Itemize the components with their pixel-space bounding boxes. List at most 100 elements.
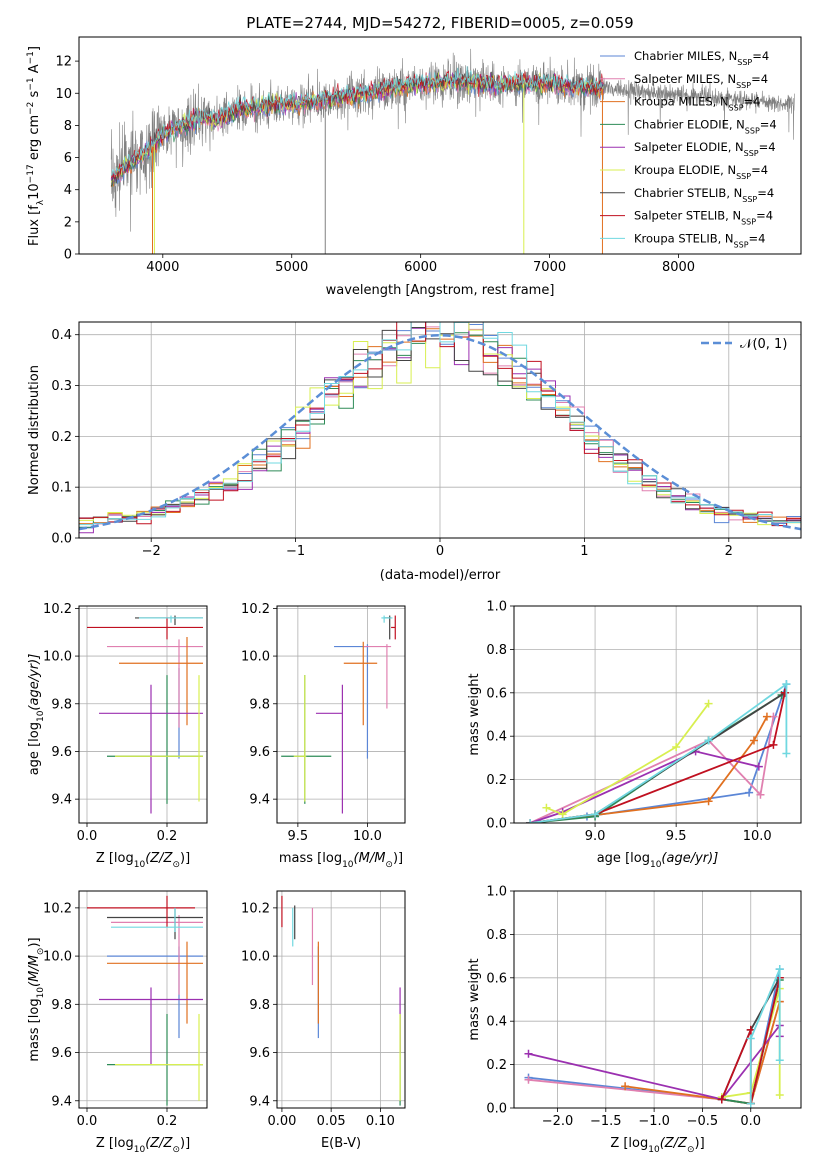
x-axis-label: E(B-V) <box>321 1136 361 1151</box>
plot-content <box>281 895 401 1106</box>
x-tick-label: 0.05 <box>317 1114 346 1129</box>
legend-label: Kroupa STELIB, NSSP=4 <box>634 231 765 249</box>
axes-frame <box>513 605 802 824</box>
plot-content <box>87 895 203 1106</box>
figure-title: PLATE=2744, MJD=54272, FIBERID=0005, z=0… <box>246 14 633 32</box>
marker-salpeter_stelib <box>746 1025 755 1034</box>
mass-vs-extinction-panel: 0.00 0.05 0.10 9.4 9.6 9.8 10.0 10.2 E(B-V) <box>241 890 406 1151</box>
marker-chabrier_miles <box>745 788 754 797</box>
y-tick-label: 8 <box>64 119 72 134</box>
legend-label: Chabrier STELIB, NSSP=4 <box>634 186 774 204</box>
y-tick-label: 0.0 <box>486 1102 507 1117</box>
x-axis-label: mass [log10(M/M⊙)] <box>279 851 403 870</box>
y-tick-label: 10.2 <box>43 602 72 617</box>
axes-frame <box>276 605 406 824</box>
y-tick-label: 10 <box>55 87 72 102</box>
age-vs-metallicity-panel: 0.0 0.2 9.4 9.6 9.8 10.0 10.2 Z [log10(Z/Z⊙)] ag… <box>27 602 208 870</box>
y-tick-label: 0.2 <box>486 1058 507 1073</box>
marker-kroupa_miles <box>704 797 713 806</box>
y-tick-label: 12 <box>55 55 72 70</box>
x-tick-label: 0 <box>436 544 444 559</box>
plot-area <box>277 606 405 823</box>
y-tick-label: 6 <box>64 151 72 166</box>
x-tick-label: 9.0 <box>585 829 606 844</box>
marker-salpeter_stelib <box>717 1095 726 1104</box>
y-axis-label: mass [log10(M/M⊙)] <box>27 937 46 1061</box>
axes-frame <box>513 890 802 1109</box>
legend-label: Salpeter ELODIE, NSSP=4 <box>634 140 776 158</box>
marker-kroupa_miles <box>749 736 758 745</box>
legend-label: Kroupa MILES, NSSP=4 <box>634 95 760 113</box>
x-axis-label: Z [log10(Z/Z⊙)] <box>96 1136 190 1155</box>
plot-content <box>87 615 203 814</box>
x-tick-label: 0.0 <box>77 829 98 844</box>
plot-area <box>514 891 801 1108</box>
spectrum-panel: 4000 5000 6000 7000 8000 0 2 4 6 8 10 12 Chabrier MI… <box>26 36 802 298</box>
y-tick-label: 0 <box>64 248 72 263</box>
y-tick-label: 0.8 <box>486 928 507 943</box>
y-tick-label: 0.3 <box>51 379 72 394</box>
y-tick-label: 0.4 <box>486 730 507 745</box>
legend-label: Kroupa ELODIE, NSSP=4 <box>634 163 768 181</box>
plot-content <box>110 48 795 254</box>
y-tick-label: 9.6 <box>249 745 270 760</box>
marker-salpeter_miles <box>524 1075 533 1084</box>
y-tick-label: 10.2 <box>241 901 270 916</box>
marker-kroupa_stelib <box>782 680 791 689</box>
marker-kroupa_stelib <box>746 1034 755 1043</box>
histogram-chabrier_elodie <box>79 322 801 528</box>
y-tick-label: 9.4 <box>51 1094 72 1109</box>
x-axis-label: (data-model)/error <box>380 568 501 583</box>
y-tick-label: 0.6 <box>486 686 507 701</box>
y-tick-label: 4 <box>64 183 72 198</box>
legend-label: 𝒩(0, 1) <box>740 337 787 352</box>
y-tick-label: 1.0 <box>486 885 507 900</box>
y-tick-label: 0.4 <box>51 328 72 343</box>
x-tick-label: −1 <box>286 544 305 559</box>
y-tick-label: 9.8 <box>51 998 72 1013</box>
y-tick-label: 9.4 <box>249 793 270 808</box>
marker-kroupa_miles <box>621 1082 630 1091</box>
y-tick-label: 10.0 <box>43 650 72 665</box>
mass-vs-metallicity-panel: 0.0 0.2 9.4 9.6 9.8 10.0 10.2 Z [log10(Z/Z⊙)] ma… <box>27 890 208 1155</box>
marker-salpeter_miles <box>756 790 765 799</box>
y-tick-label: 9.4 <box>51 793 72 808</box>
marker-kroupa_stelib <box>775 965 784 974</box>
histogram-salpeter_elodie <box>79 322 801 534</box>
mass-weight-line-salpeter_elodie <box>529 750 760 823</box>
y-axis-label: mass weight <box>467 958 482 1040</box>
y-tick-label: 10.2 <box>43 901 72 916</box>
mass-weight-line-kroupa_miles <box>530 716 768 823</box>
plot-content <box>281 615 396 814</box>
y-tick-label: 0.8 <box>486 643 507 658</box>
marker-salpeter_elodie <box>524 1049 533 1058</box>
y-tick-label: 9.6 <box>51 745 72 760</box>
marker-kroupa_elodie <box>558 810 567 819</box>
histogram-kroupa_stelib <box>79 322 801 526</box>
marker-kroupa_stelib <box>591 810 600 819</box>
x-tick-label: 9.5 <box>288 829 309 844</box>
y-tick-label: 9.8 <box>51 697 72 712</box>
x-tick-label: 0.2 <box>157 1114 178 1129</box>
x-tick-label: 0.10 <box>366 1114 395 1129</box>
x-tick-label: 4000 <box>146 260 179 275</box>
marker-kroupa_elodie <box>704 699 713 708</box>
marker-kroupa_elodie <box>672 743 681 752</box>
x-tick-label: 10.0 <box>353 829 382 844</box>
plot-area <box>79 606 207 823</box>
x-tick-label: 8000 <box>662 260 695 275</box>
axes-frame <box>78 890 208 1109</box>
plot-content <box>79 322 801 534</box>
marker-kroupa_elodie <box>542 803 551 812</box>
plot-area <box>277 891 405 1108</box>
y-tick-label: 2 <box>64 215 72 230</box>
age-vs-mass-panel: 9.5 10.0 9.4 9.6 9.8 10.0 10.2 mass [log10(M/M⊙… <box>241 602 406 870</box>
mass-weight-vs-age-panel: 9.0 9.5 10.0 0.0 0.2 0.4 0.6 0.8 1.0 age [log10(a… <box>467 600 802 870</box>
legend-label: Chabrier ELODIE, NSSP=4 <box>634 117 777 135</box>
x-tick-label: 10.0 <box>743 829 772 844</box>
y-tick-label: 9.8 <box>249 998 270 1013</box>
x-tick-label: −2 <box>142 544 161 559</box>
y-tick-label: 1.0 <box>486 600 507 615</box>
x-tick-label: −0.5 <box>687 1114 719 1129</box>
marker-kroupa_stelib <box>782 749 791 758</box>
